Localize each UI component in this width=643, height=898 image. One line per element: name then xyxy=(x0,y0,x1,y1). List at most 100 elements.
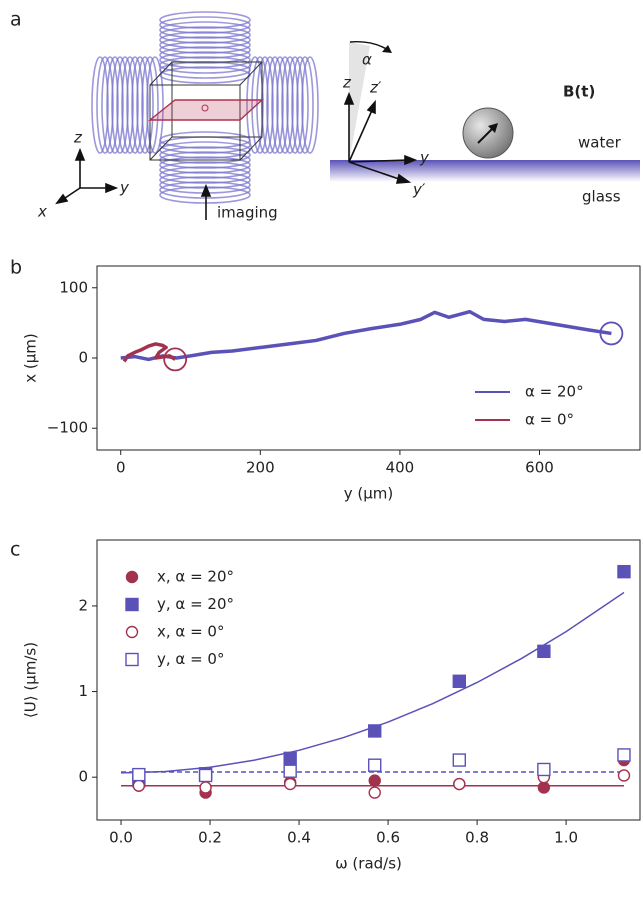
x-tick-label: 0 xyxy=(116,459,126,477)
x-tick-label: 0.2 xyxy=(198,829,222,847)
coil-turn xyxy=(251,56,269,154)
point xyxy=(368,724,382,738)
point xyxy=(452,674,466,688)
y-tick-label: 1 xyxy=(78,682,88,700)
point xyxy=(283,764,297,778)
coil-turn xyxy=(116,56,134,154)
coil-turn xyxy=(276,56,294,154)
plane xyxy=(148,99,264,121)
x-tick-label: 400 xyxy=(386,459,415,477)
coil-turn xyxy=(159,166,251,184)
point xyxy=(132,779,146,792)
point xyxy=(368,758,382,772)
point xyxy=(368,774,381,787)
coil-turn xyxy=(121,56,139,154)
glass xyxy=(330,160,640,182)
coil-turn xyxy=(286,56,304,154)
coil-turn xyxy=(159,46,251,64)
y-axis-label: x (μm) xyxy=(22,333,40,383)
axis-label: z′ xyxy=(369,79,382,97)
coil-turn xyxy=(159,146,251,164)
alpha-label: α xyxy=(362,51,372,69)
x-tick-label: 0.8 xyxy=(465,829,489,847)
y-tick-label: 2 xyxy=(78,596,88,614)
coil-turn xyxy=(246,56,264,154)
y-tick-label: 0 xyxy=(78,349,88,367)
legend-swatch xyxy=(125,652,139,667)
legend-swatch xyxy=(125,625,139,639)
moment xyxy=(477,126,495,144)
trajectory xyxy=(120,309,612,362)
point xyxy=(537,781,551,794)
frame-axes xyxy=(343,91,418,184)
alpha-arrow xyxy=(382,45,392,53)
coil-turn xyxy=(296,56,314,154)
point xyxy=(283,777,297,791)
coil-turn xyxy=(159,11,251,29)
panel-label: a xyxy=(10,9,22,31)
point xyxy=(368,786,381,799)
coil-turn xyxy=(291,56,309,154)
x-tick-label: 600 xyxy=(525,459,554,477)
x-axis-label: ω (rad/s) xyxy=(335,855,402,873)
point xyxy=(198,768,213,783)
legend-label: y, α = 20° xyxy=(157,595,234,613)
coil-turn xyxy=(159,31,251,49)
coil-turn xyxy=(96,56,114,154)
x-tick-label: 0.6 xyxy=(376,829,400,847)
coil-turn xyxy=(301,56,319,154)
legend-label: y, α = 0° xyxy=(157,650,224,668)
plot-frame xyxy=(96,539,641,821)
point xyxy=(617,769,631,782)
point xyxy=(537,644,551,659)
coil-turn xyxy=(106,56,124,154)
coil-turn xyxy=(101,56,119,154)
legend-label: x, α = 0° xyxy=(157,623,224,641)
axis-label: y xyxy=(419,149,430,167)
x-axis-label: y (μm) xyxy=(344,485,394,503)
coil-turn xyxy=(146,56,164,154)
panel-label: c xyxy=(10,539,20,561)
legend-swatch xyxy=(125,570,139,584)
axis-label: y xyxy=(119,179,130,197)
fit-line xyxy=(121,591,625,774)
panel-label: b xyxy=(10,257,22,279)
axis-label: y′ xyxy=(412,181,426,199)
coil-turn xyxy=(159,16,251,34)
point xyxy=(537,762,551,777)
imaging-label: imaging xyxy=(217,204,278,222)
coil-turn xyxy=(266,56,284,154)
coil-turn xyxy=(159,51,251,69)
legend-label: α = 0° xyxy=(525,411,574,429)
y-tick-label: 100 xyxy=(59,278,88,296)
x-tick-label: 0.0 xyxy=(109,829,133,847)
point xyxy=(617,748,631,762)
tilt-wedge xyxy=(349,42,370,162)
coil-turn xyxy=(91,56,109,154)
y-tick-label: −100 xyxy=(47,419,88,437)
axis-label: z xyxy=(73,129,83,147)
point xyxy=(453,777,466,791)
point xyxy=(452,753,466,767)
x-tick-label: 1.0 xyxy=(554,829,578,847)
legend-swatch xyxy=(125,597,139,612)
trajectory xyxy=(122,342,177,363)
legend-label: x, α = 20° xyxy=(157,568,234,586)
x-tick-label: 0.4 xyxy=(287,829,311,847)
y-axis-label: ⟨U⟩ (μm/s) xyxy=(22,642,40,718)
coil-turn xyxy=(159,41,251,59)
coil-turn xyxy=(159,36,251,54)
coil-turn xyxy=(159,161,251,179)
moment-head xyxy=(488,123,498,133)
axis-label: z xyxy=(342,74,352,92)
coil-turn xyxy=(271,56,289,154)
coil-turn xyxy=(159,21,251,39)
x-tick-label: 200 xyxy=(246,459,275,477)
point xyxy=(617,564,631,579)
legend-label: α = 20° xyxy=(525,383,584,401)
end-marker xyxy=(163,347,188,372)
cube xyxy=(149,61,263,161)
coil-turn xyxy=(159,181,251,199)
coil-turn xyxy=(159,156,251,174)
